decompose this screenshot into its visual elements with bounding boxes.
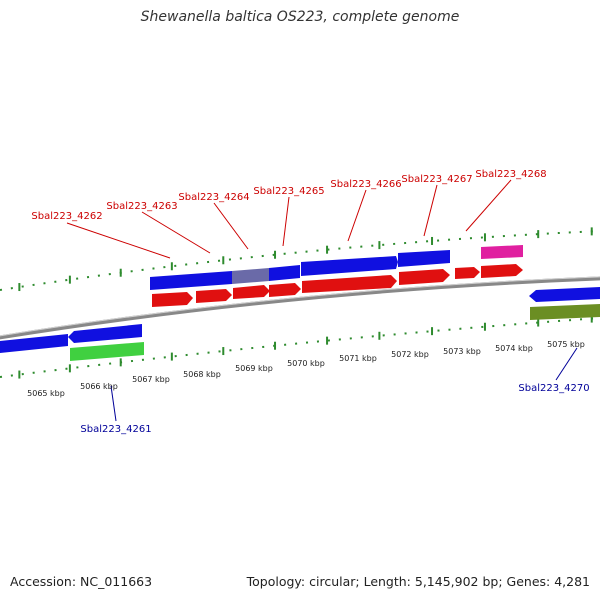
- gene-label[interactable]: Sbal223_4262: [31, 211, 102, 222]
- gene-arrow[interactable]: [455, 267, 480, 279]
- kbp-label: 5074 kbp: [495, 344, 533, 353]
- label-callouts: [66, 179, 578, 422]
- gene-track-forward-blue: [150, 250, 450, 290]
- genome-backbone-highlight: [0, 276, 600, 337]
- kbp-label: 5067 kbp: [132, 375, 170, 384]
- callout-line: [423, 184, 438, 237]
- gene-arrow[interactable]: [481, 264, 523, 278]
- kbp-label: 5072 kbp: [391, 350, 429, 359]
- gene-arrow[interactable]: [302, 275, 397, 293]
- gene-label[interactable]: Sbal223_4267: [401, 174, 472, 185]
- kbp-label: 5071 kbp: [339, 354, 377, 363]
- gene-label[interactable]: Sbal223_4264: [178, 192, 249, 203]
- gene-track-forward-red: [152, 245, 523, 307]
- accession-text: Accession: NC_011663: [10, 574, 153, 589]
- gene-arrow[interactable]: [398, 250, 450, 267]
- gene-label[interactable]: Sbal223_4268: [475, 169, 546, 180]
- gene-arrow[interactable]: [232, 268, 269, 284]
- callout-line: [465, 179, 512, 232]
- kbp-labels: 5065 kbp 5066 kbp 5067 kbp 5068 kbp 5069…: [27, 340, 585, 398]
- gene-arrow[interactable]: [233, 285, 270, 299]
- gene-arrow[interactable]: [301, 256, 398, 276]
- lower-gene-labels: Sbal223_4261 Sbal223_4270: [80, 383, 589, 435]
- gene-track-reverse: [0, 287, 600, 361]
- callout-line: [213, 202, 249, 250]
- kbp-label: 5066 kbp: [80, 382, 118, 391]
- gene-label[interactable]: Sbal223_4266: [330, 179, 401, 190]
- upper-gene-labels: Sbal223_4262 Sbal223_4263 Sbal223_4264 S…: [31, 169, 546, 222]
- upper-scale-track: [0, 230, 600, 291]
- gene-label[interactable]: Sbal223_4263: [106, 201, 177, 212]
- gene-arrow[interactable]: [70, 342, 144, 361]
- gene-arrow[interactable]: [0, 334, 68, 353]
- gene-arrow[interactable]: [269, 265, 300, 281]
- gene-label[interactable]: Sbal223_4270: [518, 383, 589, 394]
- gene-label[interactable]: Sbal223_4261: [80, 424, 151, 435]
- kbp-label: 5070 kbp: [287, 359, 325, 368]
- callout-line: [141, 211, 211, 254]
- map-title: Shewanella baltica OS223, complete genom…: [140, 9, 460, 25]
- kbp-label: 5075 kbp: [547, 340, 585, 349]
- scale-ticks: [18, 227, 593, 379]
- gene-arrow[interactable]: [150, 271, 232, 290]
- gene-arrow[interactable]: [68, 324, 142, 343]
- kbp-label: 5069 kbp: [235, 364, 273, 373]
- kbp-label: 5073 kbp: [443, 347, 481, 356]
- gene-arrow[interactable]: [529, 287, 600, 302]
- callout-line: [555, 347, 578, 381]
- callout-line: [282, 196, 290, 247]
- gene-arrow[interactable]: [530, 304, 600, 320]
- gene-arrow[interactable]: [399, 269, 450, 285]
- genome-summary-text: Topology: circular; Length: 5,145,902 bp…: [246, 574, 590, 589]
- gene-label[interactable]: Sbal223_4265: [253, 186, 324, 197]
- callout-line: [347, 189, 367, 242]
- gene-arrow[interactable]: [152, 292, 193, 307]
- genome-backbone: [0, 276, 600, 340]
- gene-arrow[interactable]: [481, 245, 523, 259]
- gene-arrow[interactable]: [196, 289, 232, 303]
- kbp-label: 5068 kbp: [183, 370, 221, 379]
- gene-arrow[interactable]: [269, 283, 301, 297]
- callout-line: [110, 385, 117, 422]
- callout-line: [66, 222, 171, 259]
- kbp-label: 5065 kbp: [27, 389, 65, 398]
